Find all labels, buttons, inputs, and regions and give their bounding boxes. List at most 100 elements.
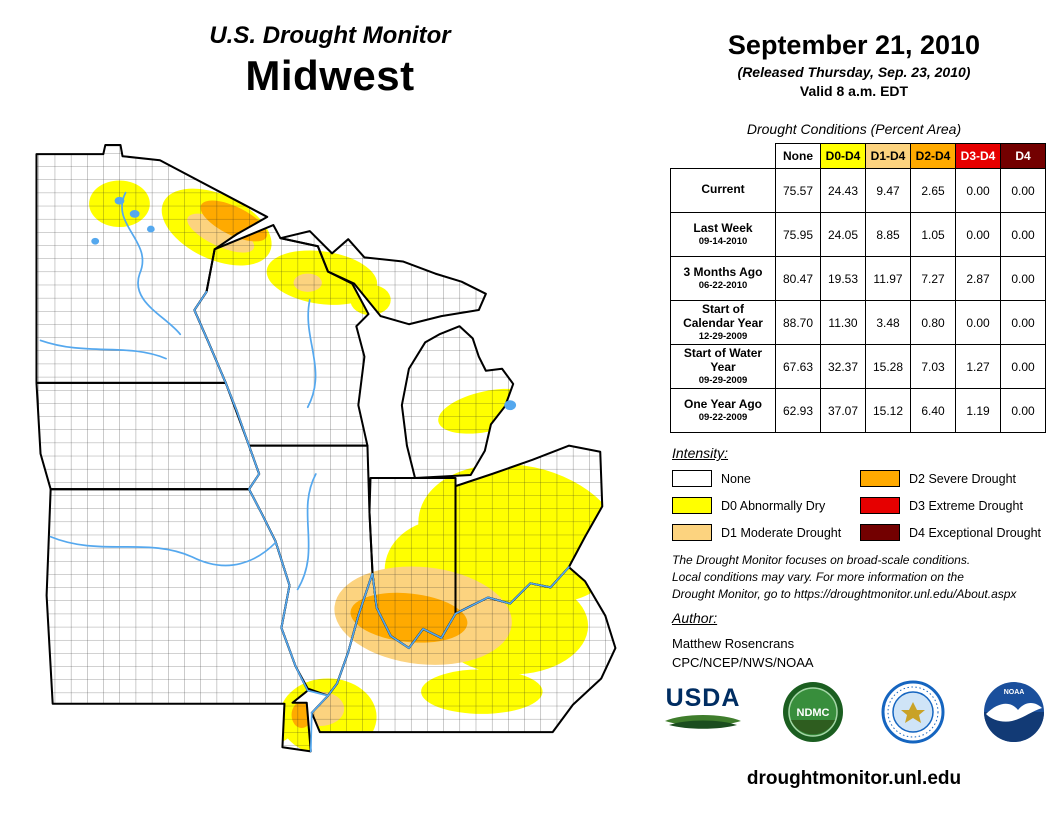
author-name: Matthew Rosencrans xyxy=(672,636,795,651)
d2-swatch xyxy=(860,470,900,487)
col-header-d4: D4 xyxy=(1000,143,1046,169)
table-cell: 80.47 xyxy=(775,256,821,301)
row-header: One Year Ago 09-22-2009 xyxy=(670,388,776,433)
table-corner-cell xyxy=(670,143,776,169)
table-cell: 0.00 xyxy=(1000,344,1046,389)
table-row: Last Week 09-14-2010 75.95 24.05 8.85 1.… xyxy=(670,212,1046,257)
d1-swatch xyxy=(672,524,712,541)
table-cell: 0.00 xyxy=(1000,388,1046,433)
table-row: Start of Water Year 09-29-2009 67.63 32.… xyxy=(670,344,1046,389)
table-cell: 67.63 xyxy=(775,344,821,389)
drought-conditions-table: None D0-D4 D1-D4 D2-D4 D3-D4 D4 Current … xyxy=(670,143,1046,433)
map-header: U.S. Drought Monitor Midwest xyxy=(40,22,620,100)
table-row: Current 75.57 24.43 9.47 2.65 0.00 0.00 xyxy=(670,168,1046,213)
table-cell: 6.40 xyxy=(910,388,956,433)
d0-swatch xyxy=(672,497,712,514)
row-header: Start of Water Year 09-29-2009 xyxy=(670,344,776,389)
author-heading: Author: xyxy=(672,610,718,626)
logos-row: USDA NDMC NO xyxy=(662,680,1046,744)
legend-item-d2: D2 Severe Drought xyxy=(860,470,1046,487)
row-header: Last Week 09-14-2010 xyxy=(670,212,776,257)
disclaimer: The Drought Monitor focuses on broad-sca… xyxy=(672,552,1044,602)
lake-icon xyxy=(91,237,100,245)
table-cell: 75.95 xyxy=(775,212,821,257)
table-cell: 7.27 xyxy=(910,256,956,301)
table-cell: 0.00 xyxy=(1000,300,1046,345)
mississippi-headwaters-river xyxy=(121,191,182,336)
drought-map xyxy=(35,144,617,753)
col-header-d2: D2-D4 xyxy=(910,143,956,169)
disclaimer-line: Local conditions may vary. For more info… xyxy=(672,569,964,584)
table-cell: 37.07 xyxy=(820,388,866,433)
d0-area-south-missouri xyxy=(97,717,290,752)
legend-title: Intensity: xyxy=(672,445,729,461)
row-header: 3 Months Ago 06-22-2010 xyxy=(670,256,776,301)
table-cell: 88.70 xyxy=(775,300,821,345)
table-cell: 15.28 xyxy=(865,344,911,389)
illinois-river xyxy=(296,473,317,591)
mississippi-river xyxy=(193,290,330,753)
col-header-d1: D1-D4 xyxy=(865,143,911,169)
site-url: droughtmonitor.unl.edu xyxy=(746,768,962,789)
svg-text:NOAA: NOAA xyxy=(1004,689,1025,696)
county-grid xyxy=(36,145,616,752)
lake-icon xyxy=(114,196,125,205)
ndmc-logo: NDMC xyxy=(782,682,843,742)
table-cell: 0.00 xyxy=(955,212,1001,257)
table-cell: 11.30 xyxy=(820,300,866,345)
rivers xyxy=(39,191,570,753)
missouri-river xyxy=(49,535,277,567)
table-cell: 75.57 xyxy=(775,168,821,213)
table-cell: 0.00 xyxy=(1000,212,1046,257)
table-cell: 7.03 xyxy=(910,344,956,389)
legend-item-d3: D3 Extreme Drought xyxy=(860,497,1046,514)
table-cell: 15.12 xyxy=(865,388,911,433)
lake-st-clair-icon xyxy=(504,400,517,411)
col-header-none: None xyxy=(775,143,821,169)
table-cell: 9.47 xyxy=(865,168,911,213)
minnesota-river xyxy=(39,339,167,360)
row-header: Start of Calendar Year 12-29-2009 xyxy=(670,300,776,345)
lake-icon xyxy=(146,225,155,233)
table-cell: 8.85 xyxy=(865,212,911,257)
table-cell: 32.37 xyxy=(820,344,866,389)
table-cell: 1.05 xyxy=(910,212,956,257)
table-cell: 1.19 xyxy=(955,388,1001,433)
legend-item-none: None xyxy=(672,470,860,487)
table-cell: 1.27 xyxy=(955,344,1001,389)
table-cell: 62.93 xyxy=(775,388,821,433)
usda-logo: USDA xyxy=(662,686,744,738)
table-cell: 0.00 xyxy=(955,300,1001,345)
col-header-d3: D3-D4 xyxy=(955,143,1001,169)
table-cell: 0.00 xyxy=(1000,256,1046,301)
table-cell: 2.65 xyxy=(910,168,956,213)
none-swatch xyxy=(672,470,712,487)
legend-grid: None D2 Severe Drought D0 Abnormally Dry… xyxy=(672,470,1046,541)
table-cell: 0.00 xyxy=(1000,168,1046,213)
svg-text:NDMC: NDMC xyxy=(796,707,829,719)
table-cell: 19.53 xyxy=(820,256,866,301)
table-cell: 0.00 xyxy=(955,168,1001,213)
date-block: September 21, 2010 (Released Thursday, S… xyxy=(658,30,1050,99)
table-cell: 2.87 xyxy=(955,256,1001,301)
valid-time: Valid 8 a.m. EDT xyxy=(799,83,909,99)
disclaimer-line: The Drought Monitor focuses on broad-sca… xyxy=(672,553,971,567)
table-row: One Year Ago 09-22-2009 62.93 37.07 15.1… xyxy=(670,388,1046,433)
table-cell: 3.48 xyxy=(865,300,911,345)
intensity-legend: Intensity: None D2 Severe Drought D0 Abn… xyxy=(672,445,1046,541)
region-title: Midwest xyxy=(245,52,415,99)
table-cell: 24.43 xyxy=(820,168,866,213)
table-title: Drought Conditions (Percent Area) xyxy=(746,121,962,137)
legend-item-d1: D1 Moderate Drought xyxy=(672,524,860,541)
lake-icon xyxy=(129,209,140,218)
author-org: CPC/NCEP/NWS/NOAA xyxy=(672,654,814,670)
table-cell: 24.05 xyxy=(820,212,866,257)
ohio-river xyxy=(327,566,570,697)
author-block: Author: Matthew Rosencrans CPC/NCEP/NWS/… xyxy=(672,610,814,673)
report-date: September 21, 2010 xyxy=(727,30,981,60)
table-cell: 0.80 xyxy=(910,300,956,345)
table-row: 3 Months Ago 06-22-2010 80.47 19.53 11.9… xyxy=(670,256,1046,301)
program-title: U.S. Drought Monitor xyxy=(209,22,451,49)
disclaimer-line: Drought Monitor, go to https://droughtmo… xyxy=(672,586,1017,601)
